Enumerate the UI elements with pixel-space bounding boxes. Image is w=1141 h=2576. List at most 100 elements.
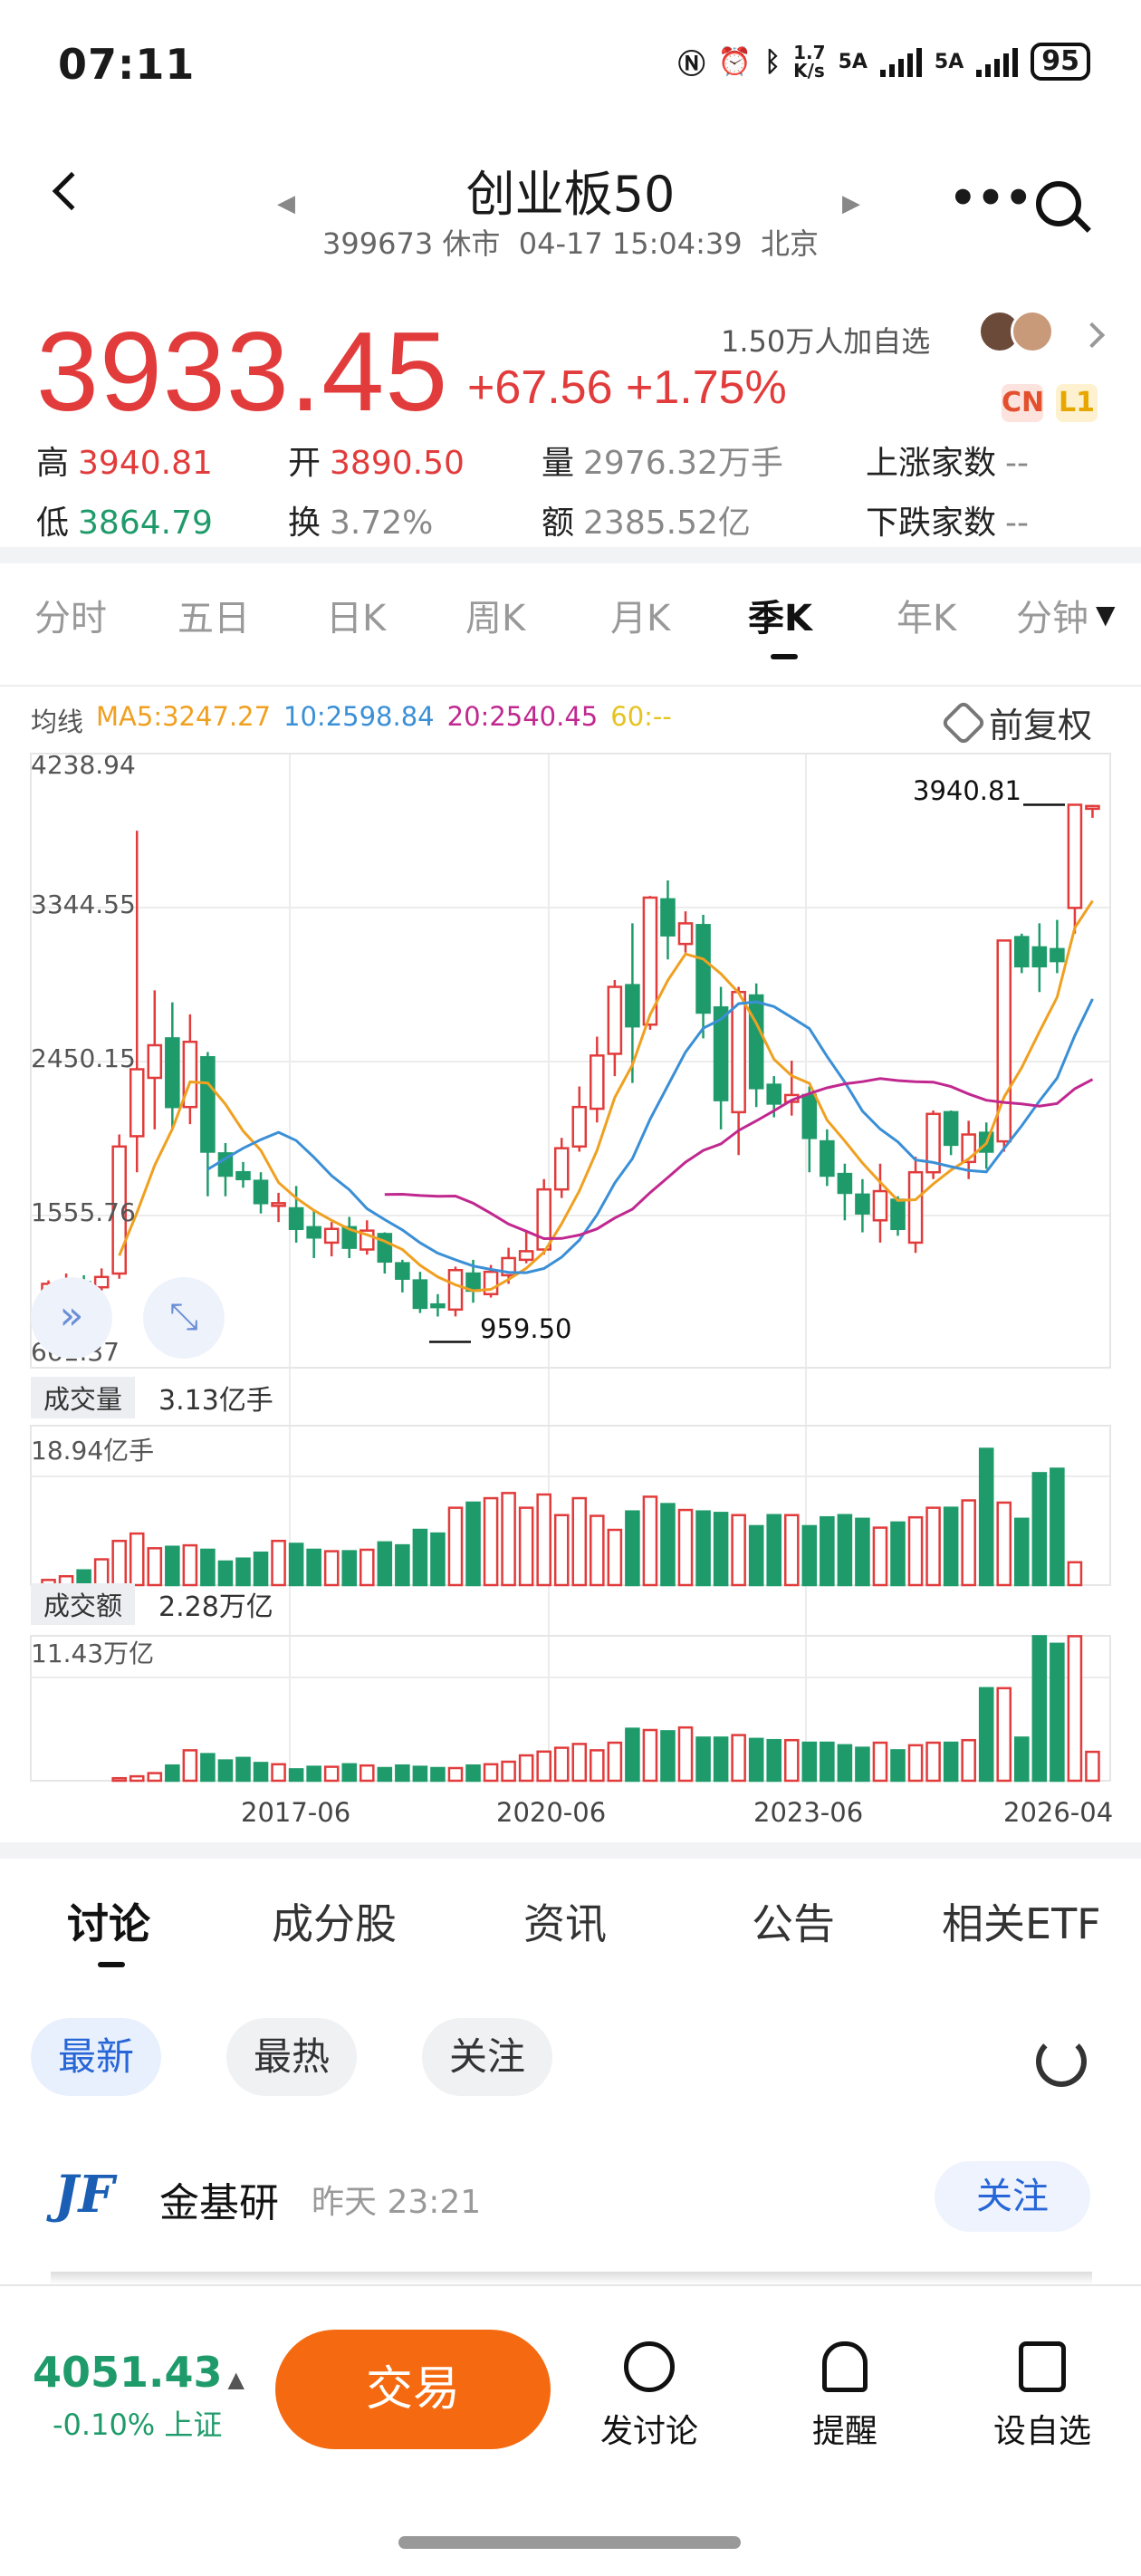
amount-bar: [996, 1687, 1012, 1783]
chevron-right-icon[interactable]: [1079, 322, 1106, 349]
content-tab-4[interactable]: 相关ETF: [942, 1899, 1101, 1948]
candle-body: [1085, 804, 1100, 811]
amount-bar: [1067, 1635, 1083, 1783]
candle-body: [943, 1110, 959, 1147]
volume-bar: [766, 1514, 782, 1587]
index-value[interactable]: 4051.43 ▲: [33, 2348, 244, 2397]
stat-key: 下跌家数: [866, 505, 997, 542]
ma20-value: 20:2540.45: [446, 701, 599, 732]
more-icon[interactable]: •••: [949, 173, 1033, 224]
kline-chart[interactable]: [0, 743, 1141, 1830]
watch-nav[interactable]: 设自选: [965, 2341, 1119, 2452]
amount-bar: [395, 1764, 410, 1783]
content-tab-2[interactable]: 资讯: [523, 1899, 607, 1948]
stat-key: 开: [288, 445, 321, 482]
content-tab-3[interactable]: 公告: [752, 1899, 835, 1948]
adjust-label: 前复权: [989, 706, 1093, 745]
remind-nav[interactable]: 提醒: [768, 2341, 922, 2452]
y-axis-label-1: 4238.94: [31, 750, 136, 780]
volume-bar: [288, 1543, 304, 1587]
amount-bar: [323, 1765, 340, 1783]
amount-bar: [501, 1760, 516, 1783]
next-stock-icon[interactable]: ▶: [842, 190, 860, 217]
tab-3[interactable]: 周K: [465, 598, 526, 639]
content-tab-1[interactable]: 成分股: [272, 1899, 397, 1948]
candle-body: [253, 1179, 269, 1205]
amount-bar: [359, 1764, 375, 1783]
amount-bar: [731, 1734, 746, 1783]
volume-bar: [925, 1506, 941, 1587]
amount-bar: [766, 1738, 782, 1783]
volume-bar: [801, 1524, 818, 1587]
amount-bar: [465, 1764, 481, 1783]
candle-body: [129, 1068, 145, 1138]
tab-6[interactable]: 年K: [896, 598, 957, 639]
amount-bar: [872, 1741, 888, 1783]
content-tab-underline: [98, 1962, 125, 1967]
amount-bar: [820, 1741, 835, 1783]
prev-stock-icon[interactable]: ◀: [277, 190, 295, 217]
search-icon[interactable]: [1036, 181, 1081, 226]
nfc-icon: Ⓝ: [677, 49, 705, 81]
volume-bar: [625, 1510, 640, 1587]
refresh-icon[interactable]: [1036, 2036, 1087, 2087]
pill-2[interactable]: 关注: [422, 2018, 553, 2096]
ma20-line: [384, 1077, 1094, 1241]
tab-5[interactable]: 季K: [748, 598, 812, 639]
amount-bar: [748, 1737, 764, 1783]
volume-bar: [182, 1543, 198, 1587]
candle-body: [872, 1189, 888, 1222]
follow-button[interactable]: 关注: [935, 2161, 1090, 2232]
tab-7[interactable]: 分钟: [1016, 598, 1088, 639]
dropdown-caret-icon[interactable]: ▼: [1096, 600, 1116, 630]
amount-bar: [217, 1759, 234, 1783]
tab-2[interactable]: 日K: [326, 598, 387, 639]
amount-bar: [660, 1730, 676, 1783]
amount-bar: [235, 1756, 251, 1783]
amount-bar: [253, 1762, 269, 1783]
pill-0[interactable]: 最新: [31, 2018, 162, 2096]
volume-bar: [430, 1532, 446, 1587]
stat-cell: 开 3890.50: [288, 437, 465, 484]
tab-1[interactable]: 五日: [177, 598, 250, 639]
follower-avatars[interactable]: [978, 310, 1069, 357]
volume-bar: [677, 1508, 694, 1587]
ma-label: 均线: [31, 706, 84, 737]
volume-bar: [377, 1541, 393, 1587]
candle-body: [801, 1093, 818, 1139]
quote-city: 北京: [760, 226, 819, 261]
section-divider: [0, 547, 1141, 563]
volume-value: 3.13亿手: [158, 1385, 273, 1417]
candle-body: [447, 1268, 464, 1312]
volume-bar: [590, 1514, 605, 1587]
tab-0[interactable]: 分时: [34, 598, 107, 639]
post-author[interactable]: 金基研: [159, 2180, 279, 2226]
candle-body: [147, 1043, 163, 1080]
tab-4[interactable]: 月K: [610, 598, 671, 639]
candle-body: [677, 922, 694, 946]
discuss-nav[interactable]: 发讨论: [572, 2341, 726, 2452]
amount-bar: [200, 1753, 216, 1783]
adjust-toggle[interactable]: 前复权: [940, 697, 1093, 747]
followers-count[interactable]: 1.50万人加自选: [721, 324, 931, 359]
candle-body: [111, 1145, 127, 1275]
content-tab-0[interactable]: 讨论: [67, 1899, 150, 1948]
volume-bar: [200, 1548, 216, 1587]
pill-1[interactable]: 最热: [226, 2018, 358, 2096]
expand-left-button[interactable]: »: [31, 1277, 112, 1359]
post-headline-cutoff: [51, 2272, 1092, 2284]
last-price: 3933.45: [36, 310, 449, 435]
trade-button[interactable]: 交易: [275, 2330, 551, 2449]
amount-bar: [677, 1725, 694, 1783]
volume-bar: [783, 1514, 800, 1587]
signal-icon: [879, 46, 922, 77]
candle-body: [518, 1250, 534, 1262]
volume-bar: [235, 1557, 251, 1587]
ma10-value: 10:2598.84: [283, 701, 435, 732]
volume-tag: 成交量: [31, 1377, 136, 1418]
settings-icon: [940, 699, 987, 745]
fullscreen-button[interactable]: ⤡: [143, 1277, 225, 1359]
volume-bar: [996, 1501, 1012, 1587]
amount-bar: [182, 1749, 198, 1783]
remind-label: 提醒: [811, 2413, 877, 2450]
